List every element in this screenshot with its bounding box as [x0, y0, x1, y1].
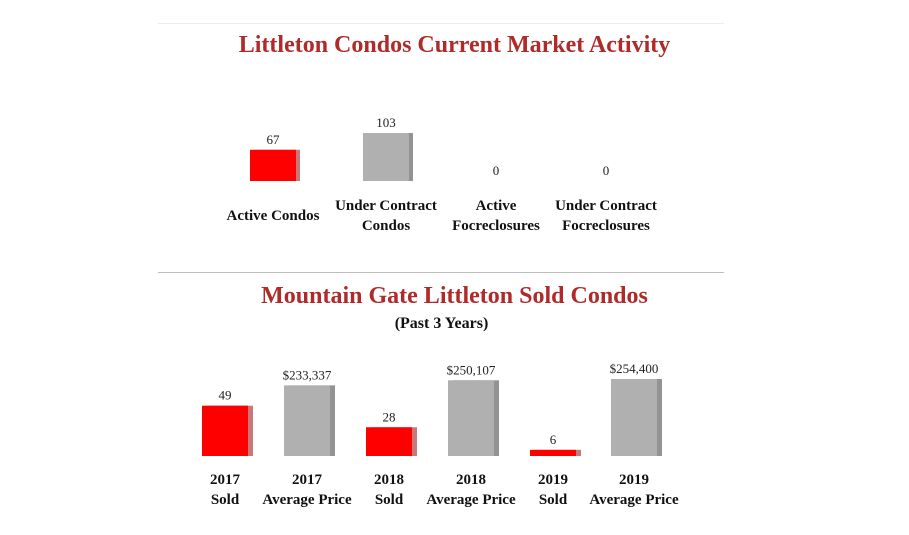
category-label-market-3: Under Contract — [555, 198, 657, 214]
category-label-market-1: Under Contract — [335, 198, 437, 214]
category-label-sold-3: Average Price — [426, 492, 516, 508]
bar-sold-5 — [611, 379, 657, 456]
value-label-sold-4: 6 — [550, 432, 557, 447]
bar-sold-4 — [530, 449, 576, 456]
category-label-market-2: Focreclosures — [452, 218, 540, 234]
bar-market-1 — [363, 133, 409, 181]
category-label-sold-0: Sold — [211, 492, 240, 508]
value-label-sold-0: 49 — [219, 388, 232, 403]
value-label-market-2: 0 — [493, 163, 500, 178]
value-label-sold-2: 28 — [383, 409, 396, 424]
category-label-sold-2: 2018 — [374, 472, 404, 488]
category-label-sold-3: 2018 — [456, 472, 486, 488]
category-label-sold-1: 2017 — [292, 472, 323, 488]
value-label-market-3: 0 — [603, 163, 610, 178]
category-label-market-0: Active Condos — [227, 208, 320, 224]
category-label-sold-4: 2019 — [538, 472, 568, 488]
category-label-sold-0: 2017 — [210, 472, 241, 488]
top-divider — [158, 23, 724, 24]
category-label-market-3: Focreclosures — [562, 218, 650, 234]
chart-title-sold-condos: Mountain Gate Littleton Sold Condos — [261, 283, 648, 309]
category-label-market-2: Active — [476, 198, 517, 214]
category-label-sold-4: Sold — [539, 492, 568, 508]
bar-sold-3 — [448, 380, 494, 456]
chart-subtitle: (Past 3 Years) — [394, 315, 489, 332]
category-label-sold-5: 2019 — [619, 472, 649, 488]
value-label-market-0: 67 — [267, 132, 281, 147]
value-label-sold-5: $254,400 — [610, 361, 659, 376]
bar-market-0 — [250, 149, 296, 181]
value-label-sold-3: $250,107 — [447, 362, 496, 377]
category-label-sold-1: Average Price — [262, 492, 352, 508]
bar-sold-0 — [202, 405, 248, 456]
value-label-market-1: 103 — [376, 115, 396, 130]
bar-sold-1 — [284, 385, 330, 456]
value-label-sold-1: $233,337 — [283, 367, 332, 382]
category-label-sold-2: Sold — [375, 492, 404, 508]
section-divider — [158, 272, 724, 273]
bar-sold-2 — [366, 427, 412, 456]
category-label-market-1: Condos — [362, 218, 411, 234]
category-label-sold-5: Average Price — [589, 492, 679, 508]
chart-title-market-activity: Littleton Condos Current Market Activity — [238, 32, 671, 58]
